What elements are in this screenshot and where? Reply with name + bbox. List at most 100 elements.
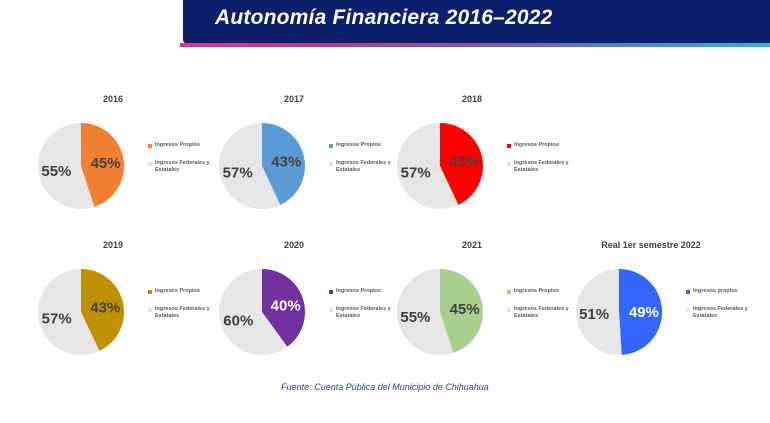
legend-swatch xyxy=(329,162,333,166)
legend-swatch xyxy=(148,290,152,294)
legend-label: Ingresos Propios xyxy=(514,142,559,148)
pie-data-label: 43% xyxy=(271,154,301,171)
pie-slice-ingresos-propios xyxy=(262,269,305,347)
legend-swatch xyxy=(686,290,690,294)
pie-data-label: 57% xyxy=(223,164,253,181)
legend-label: Ingresos Propios xyxy=(155,142,200,148)
chart-title: Real 1er semestre 2022 xyxy=(601,240,701,250)
pie-data-label: 45% xyxy=(91,155,121,172)
chart-title: 2017 xyxy=(283,94,305,104)
legend-item: Ingresos Propios xyxy=(148,142,220,149)
pie-chart: Real 1er semestre 2022 49% 51% Ingresos pro… xyxy=(576,240,756,370)
pie-slice-ingresos-propios xyxy=(440,123,484,205)
chart-legend: Ingresos Propios Ingresos Federales y Est… xyxy=(329,142,401,185)
legend-label: Ingresos propios xyxy=(693,288,738,294)
pie-slice-ingresos-federales xyxy=(397,269,454,355)
legend-label: Ingresos Propios xyxy=(155,288,200,294)
legend-swatch xyxy=(507,290,511,294)
legend-item: Ingresos Federales y Estatales xyxy=(686,306,758,320)
chart-legend: Ingresos Propios Ingresos Federales y Est… xyxy=(329,288,401,331)
pie-chart: 2020 40% 60% Ingresos Propios Ingresos Feder… xyxy=(218,240,401,370)
legend-swatch xyxy=(686,308,690,312)
legend-item: Ingresos Propios xyxy=(148,288,220,295)
pie-slice-ingresos-federales xyxy=(218,269,288,355)
pie-svg: 43% 57% xyxy=(38,269,125,355)
pie-slice-ingresos-propios xyxy=(440,269,484,353)
pie-data-label: 57% xyxy=(42,310,72,327)
legend-label: Ingresos Propios xyxy=(514,288,559,294)
legend-label: Ingresos Federales y Estatales xyxy=(155,306,210,319)
pie-data-label: 40% xyxy=(271,297,301,314)
legend-swatch xyxy=(148,144,152,148)
pie-slice-ingresos-propios xyxy=(262,123,306,205)
legend-item: Ingresos Propios xyxy=(507,142,579,149)
legend-item: Ingresos Propios xyxy=(507,288,579,295)
legend-item: Ingresos Propios xyxy=(329,288,401,295)
chart-title: 2019 xyxy=(102,240,124,250)
pie-data-label: 51% xyxy=(579,306,609,323)
legend-swatch xyxy=(148,308,152,312)
legend-item: Ingresos Federales y Estatales xyxy=(148,306,220,320)
legend-item: Ingresos propios xyxy=(686,288,758,295)
pie-data-label: 43% xyxy=(90,300,120,317)
pie-svg: 40% 60% xyxy=(218,269,305,355)
legend-swatch xyxy=(507,162,511,166)
source-note: Fuente: Cuenta Pública del Municipio de … xyxy=(281,382,489,392)
pie-data-label: 49% xyxy=(629,304,659,321)
legend-item: Ingresos Federales y Estatales xyxy=(329,160,401,174)
pie-slice-ingresos-federales xyxy=(219,123,281,209)
page-title: Autonomía Financiera 2016–2022 xyxy=(215,6,553,29)
legend-label: Ingresos Federales y Estatales xyxy=(336,160,391,173)
chart-legend: Ingresos propios Ingresos Federales y Est… xyxy=(686,288,758,331)
chart-title: 2016 xyxy=(102,94,124,104)
pie-svg: 45% 55% xyxy=(397,269,484,355)
pie-svg: 43% 57% xyxy=(219,123,306,209)
legend-swatch xyxy=(329,144,333,148)
legend-item: Ingresos Federales y Estatales xyxy=(507,160,579,174)
chart-title: 2021 xyxy=(461,240,483,250)
pie-data-label: 43% xyxy=(449,154,479,171)
pie-chart: 2021 45% 55% Ingresos Propios Ingresos Feder… xyxy=(397,240,577,370)
pie-chart: 2019 43% 57% Ingresos Propios Ingresos Feder… xyxy=(38,240,218,370)
chart-legend: Ingresos Propios Ingresos Federales y Est… xyxy=(507,288,579,331)
banner-accent-stripe xyxy=(180,43,770,47)
pie-data-label: 55% xyxy=(400,309,430,326)
pie-data-label: 55% xyxy=(41,163,71,180)
pie-svg: 43% 57% xyxy=(397,123,484,209)
legend-label: Ingresos Federales y Estatales xyxy=(514,160,569,173)
legend-item: Ingresos Federales y Estatales xyxy=(148,160,220,174)
pie-slice-ingresos-federales xyxy=(38,123,95,209)
chart-title: 2018 xyxy=(461,94,483,104)
legend-item: Ingresos Federales y Estatales xyxy=(329,306,401,320)
chart-legend: Ingresos Propios Ingresos Federales y Est… xyxy=(148,142,220,185)
pie-data-label: 45% xyxy=(450,301,480,318)
title-banner xyxy=(183,0,770,43)
chart-title: 2020 xyxy=(283,240,305,250)
pie-slice-ingresos-federales xyxy=(397,123,459,209)
legend-swatch xyxy=(148,162,152,166)
pie-slice-ingresos-propios xyxy=(81,269,125,351)
pie-slice-ingresos-propios xyxy=(81,123,125,207)
pie-svg: 45% 55% xyxy=(38,123,125,209)
pie-slice-ingresos-propios xyxy=(619,268,663,355)
legend-label: Ingresos Federales y Estatales xyxy=(336,306,391,319)
legend-label: Ingresos Propios xyxy=(336,142,381,148)
legend-label: Ingresos Federales y Estatales xyxy=(155,160,210,173)
legend-swatch xyxy=(507,144,511,148)
legend-label: Ingresos Federales y Estatales xyxy=(514,306,569,319)
pie-svg: 49% 51% xyxy=(576,268,663,355)
legend-label: Ingresos Federales y Estatales xyxy=(693,306,748,319)
legend-swatch xyxy=(507,308,511,312)
pie-data-label: 60% xyxy=(223,313,253,330)
pie-data-label: 57% xyxy=(401,164,431,181)
legend-swatch xyxy=(329,308,333,312)
pie-chart: 2018 43% 57% Ingresos Propios Ingresos Feder… xyxy=(397,94,577,224)
pie-chart: 2016 45% 55% Ingresos Propios Ingresos Feder… xyxy=(38,94,218,224)
legend-swatch xyxy=(329,290,333,294)
chart-legend: Ingresos Propios Ingresos Federales y Est… xyxy=(507,142,579,185)
legend-label: Ingresos Propios xyxy=(336,288,381,294)
legend-item: Ingresos Federales y Estatales xyxy=(507,306,579,320)
pie-chart: 2017 43% 57% Ingresos Propios Ingresos Feder… xyxy=(219,94,399,224)
legend-item: Ingresos Propios xyxy=(329,142,401,149)
pie-slice-ingresos-federales xyxy=(576,269,622,355)
